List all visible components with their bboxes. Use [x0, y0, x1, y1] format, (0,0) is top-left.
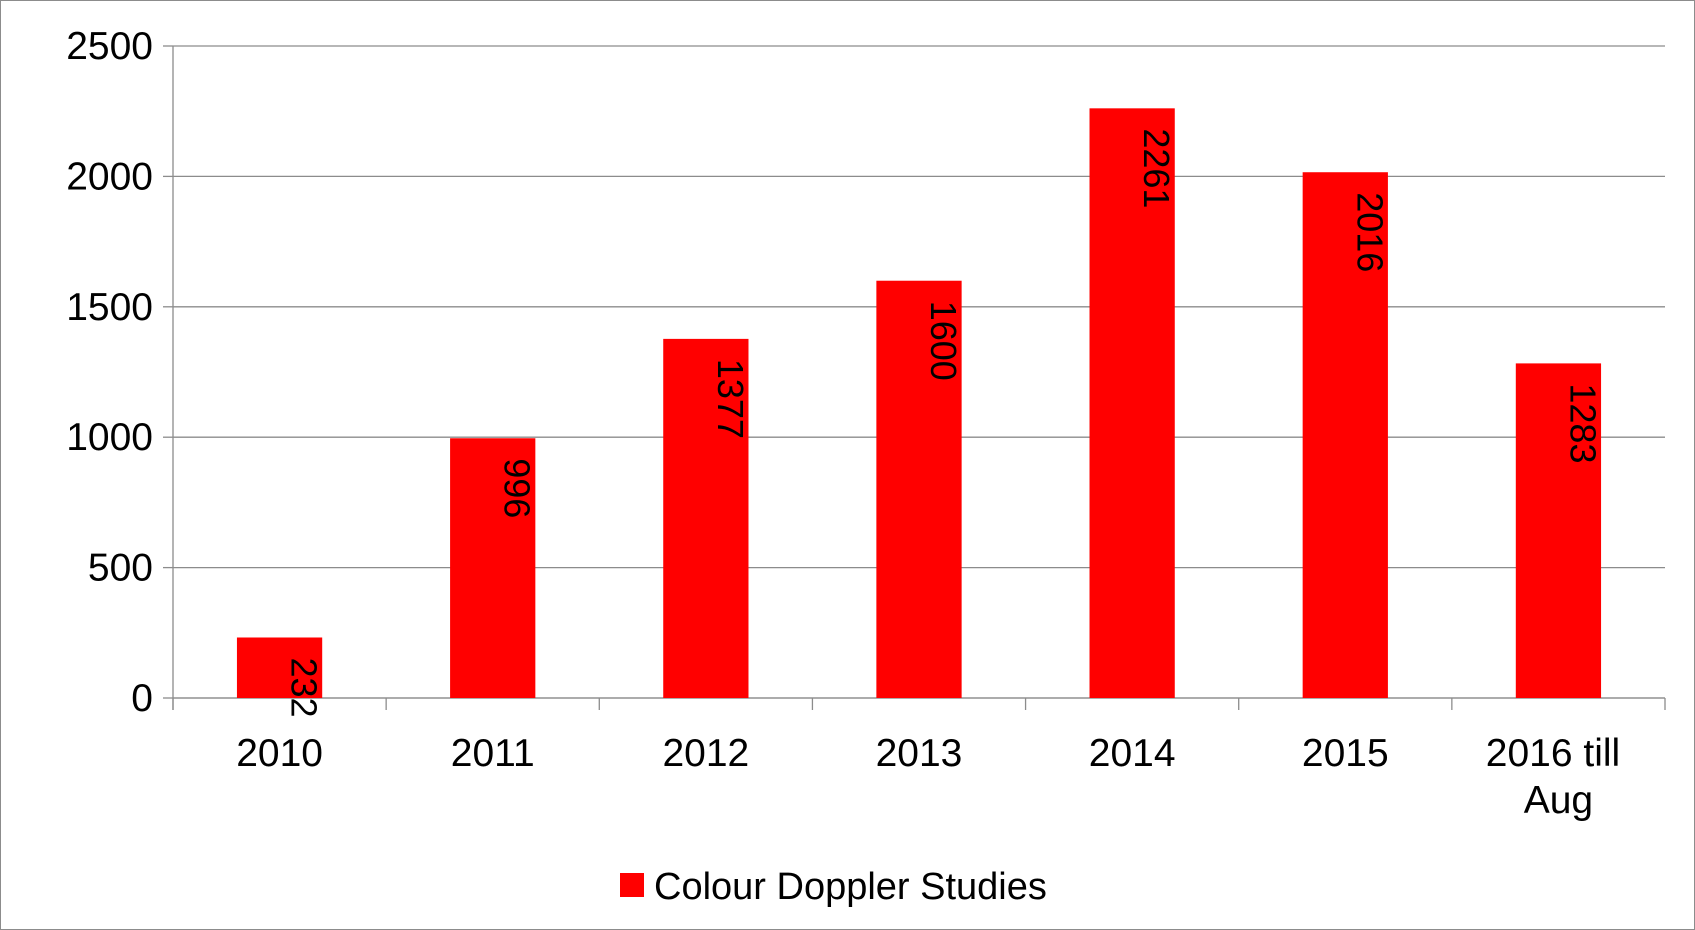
- bar: [876, 280, 962, 698]
- bar: [450, 438, 536, 698]
- x-tick-label: 2012: [662, 732, 749, 775]
- value-label: 2261: [1136, 128, 1177, 208]
- value-label: 232: [284, 657, 325, 717]
- y-tick-label: 1500: [66, 286, 153, 329]
- x-tick-label: 2015: [1302, 732, 1389, 775]
- bar: [1515, 363, 1602, 698]
- x-tick-label: 2014: [1089, 732, 1176, 775]
- legend-swatch: [620, 873, 644, 897]
- bar: [1302, 172, 1388, 699]
- value-label: 996: [497, 458, 538, 518]
- x-tick-label: 2013: [876, 732, 963, 775]
- y-tick-label: 2000: [66, 155, 153, 198]
- value-label: 1600: [923, 301, 964, 381]
- bar: [236, 637, 323, 698]
- x-tick-label: 2010: [236, 732, 323, 775]
- y-tick-label: 2500: [66, 25, 153, 68]
- y-tick-label: 0: [131, 677, 153, 720]
- legend-label: Colour Doppler Studies: [654, 866, 1047, 908]
- value-label: 2016: [1349, 192, 1390, 272]
- x-tick-label: 2016 till Aug: [1486, 732, 1631, 822]
- value-label: 1377: [710, 359, 751, 439]
- x-tick-label: 2011: [451, 732, 535, 775]
- value-label: 1283: [1562, 383, 1603, 463]
- bar: [663, 338, 749, 698]
- y-tick-label: 1000: [66, 416, 153, 459]
- bar: [1089, 108, 1175, 699]
- y-tick-label: 500: [88, 547, 153, 590]
